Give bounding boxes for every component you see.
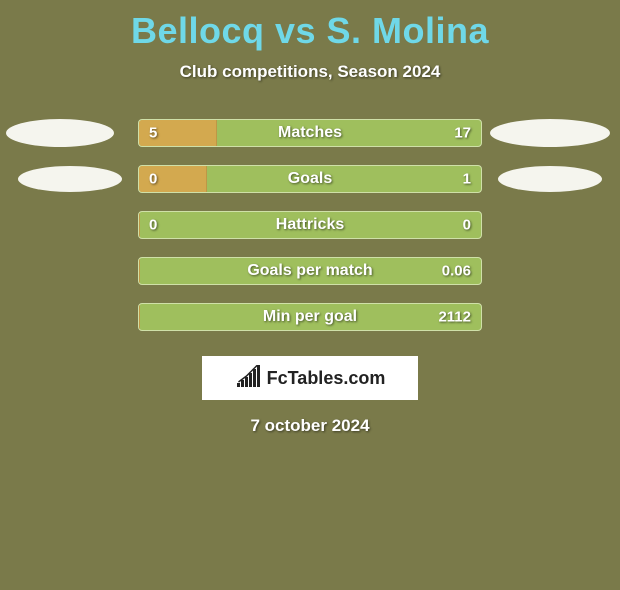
date-label: 7 october 2024 [0,416,620,436]
subtitle: Club competitions, Season 2024 [0,62,620,82]
stat-bar: Hattricks 0 0 [138,211,482,239]
stat-label: Min per goal [263,308,357,326]
player-right-marker [498,166,602,192]
stat-row: Goals per match 0.06 [0,248,620,294]
stat-row: Goals 0 1 [0,156,620,202]
comparison-chart: Matches 5 17 Goals 0 1 Hattricks 0 0 Goals per ma… [0,110,620,340]
stat-value-right: 2112 [438,309,471,326]
player-left-marker [6,119,114,147]
player-left-marker [18,166,122,192]
chart-icon [235,365,261,392]
stat-label: Goals per match [247,262,372,280]
stat-row: Matches 5 17 [0,110,620,156]
stat-label: Hattricks [276,216,344,234]
stat-bar: Goals per match 0.06 [138,257,482,285]
stat-row: Hattricks 0 0 [0,202,620,248]
stat-row: Min per goal 2112 [0,294,620,340]
page-title: Bellocq vs S. Molina [0,10,620,52]
stat-bar-left [139,304,140,330]
stat-value-left: 0 [149,217,157,234]
stat-bar: Min per goal 2112 [138,303,482,331]
stat-bar-left [139,212,140,238]
stat-value-right: 0.06 [442,263,471,280]
stat-bar-left [139,258,140,284]
logo-text: FcTables.com [267,368,386,389]
stat-bar: Goals 0 1 [138,165,482,193]
stat-value-right: 17 [454,125,471,142]
logo-box[interactable]: FcTables.com [202,356,418,400]
player-right-marker [490,119,610,147]
stat-value-left: 5 [149,125,157,142]
stat-label: Matches [278,124,342,142]
stat-value-right: 0 [463,217,471,234]
stat-value-right: 1 [463,171,471,188]
stat-label: Goals [288,170,332,188]
stat-bar: Matches 5 17 [138,119,482,147]
stat-value-left: 0 [149,171,157,188]
